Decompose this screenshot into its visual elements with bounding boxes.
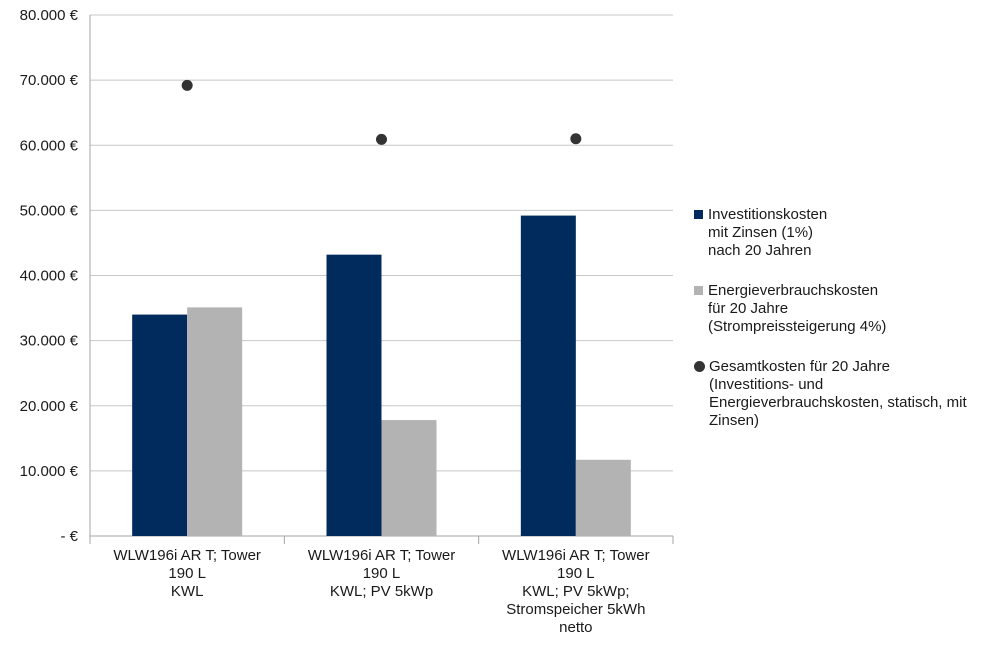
y-tick-label: 10.000 €: [20, 463, 79, 480]
x-category-label-line: KWL; PV 5kWp: [330, 583, 433, 600]
x-category-label-line: netto: [559, 619, 592, 636]
x-category-label-line: WLW196i AR T; Tower: [113, 547, 261, 564]
legend-swatch-investment: [694, 210, 703, 219]
data-point: [376, 133, 387, 145]
bar: [520, 215, 576, 536]
x-category-label: WLW196i AR T; Tower 190 L KWL; PV 5kWp: [308, 547, 456, 600]
legend-swatch-energy: [694, 286, 703, 295]
legend-item-total: Gesamtkosten für 20 Jahre (Investitions-…: [694, 358, 994, 430]
bar: [575, 459, 631, 536]
data-point: [570, 133, 582, 145]
y-tick-label: 80.000 €: [20, 7, 79, 24]
legend: Investitionskosten mit Zinsen (1%) nach …: [694, 206, 994, 452]
bar: [326, 254, 382, 536]
x-category-label: WLW196i AR T; Tower 190 L KWL; PV 5kWp; Str…: [502, 547, 650, 636]
x-category-label-line: KWL: [171, 583, 204, 600]
legend-item-investment: Investitionskosten mit Zinsen (1%) nach …: [694, 206, 994, 260]
x-category-label: WLW196i AR T; Tower 190 L KWL: [113, 547, 261, 600]
x-category-label-line: 190 L: [363, 565, 401, 582]
legend-swatch-total: [694, 361, 705, 372]
legend-label-total: Gesamtkosten für 20 Jahre (Investitions-…: [709, 358, 967, 429]
y-tick-label: 70.000 €: [20, 72, 79, 89]
legend-label-investment: Investitionskosten mit Zinsen (1%) nach …: [708, 206, 828, 259]
x-category-label-line: WLW196i AR T; Tower: [502, 547, 650, 564]
x-category-label-line: WLW196i AR T; Tower: [308, 547, 456, 564]
legend-item-energy: Energieverbrauchskosten für 20 Jahre (St…: [694, 282, 994, 336]
legend-label-energy: Energieverbrauchskosten für 20 Jahre (St…: [708, 282, 887, 335]
y-tick-label: 50.000 €: [20, 202, 79, 219]
x-category-label-line: 190 L: [168, 565, 206, 582]
x-category-label-line: KWL; PV 5kWp;: [522, 583, 630, 600]
y-tick-label: 30.000 €: [20, 333, 79, 350]
x-category-label-line: 190 L: [557, 565, 595, 582]
x-category-label-line: Stromspeicher 5kWh: [506, 601, 645, 618]
y-tick-label: 40.000 €: [20, 268, 79, 285]
bar: [132, 314, 188, 536]
bar: [381, 420, 437, 536]
data-point: [181, 79, 193, 91]
bar: [187, 307, 243, 536]
y-tick-label: 20.000 €: [20, 398, 79, 415]
y-tick-label: 60.000 €: [20, 137, 79, 154]
y-tick-label: - €: [60, 528, 78, 545]
